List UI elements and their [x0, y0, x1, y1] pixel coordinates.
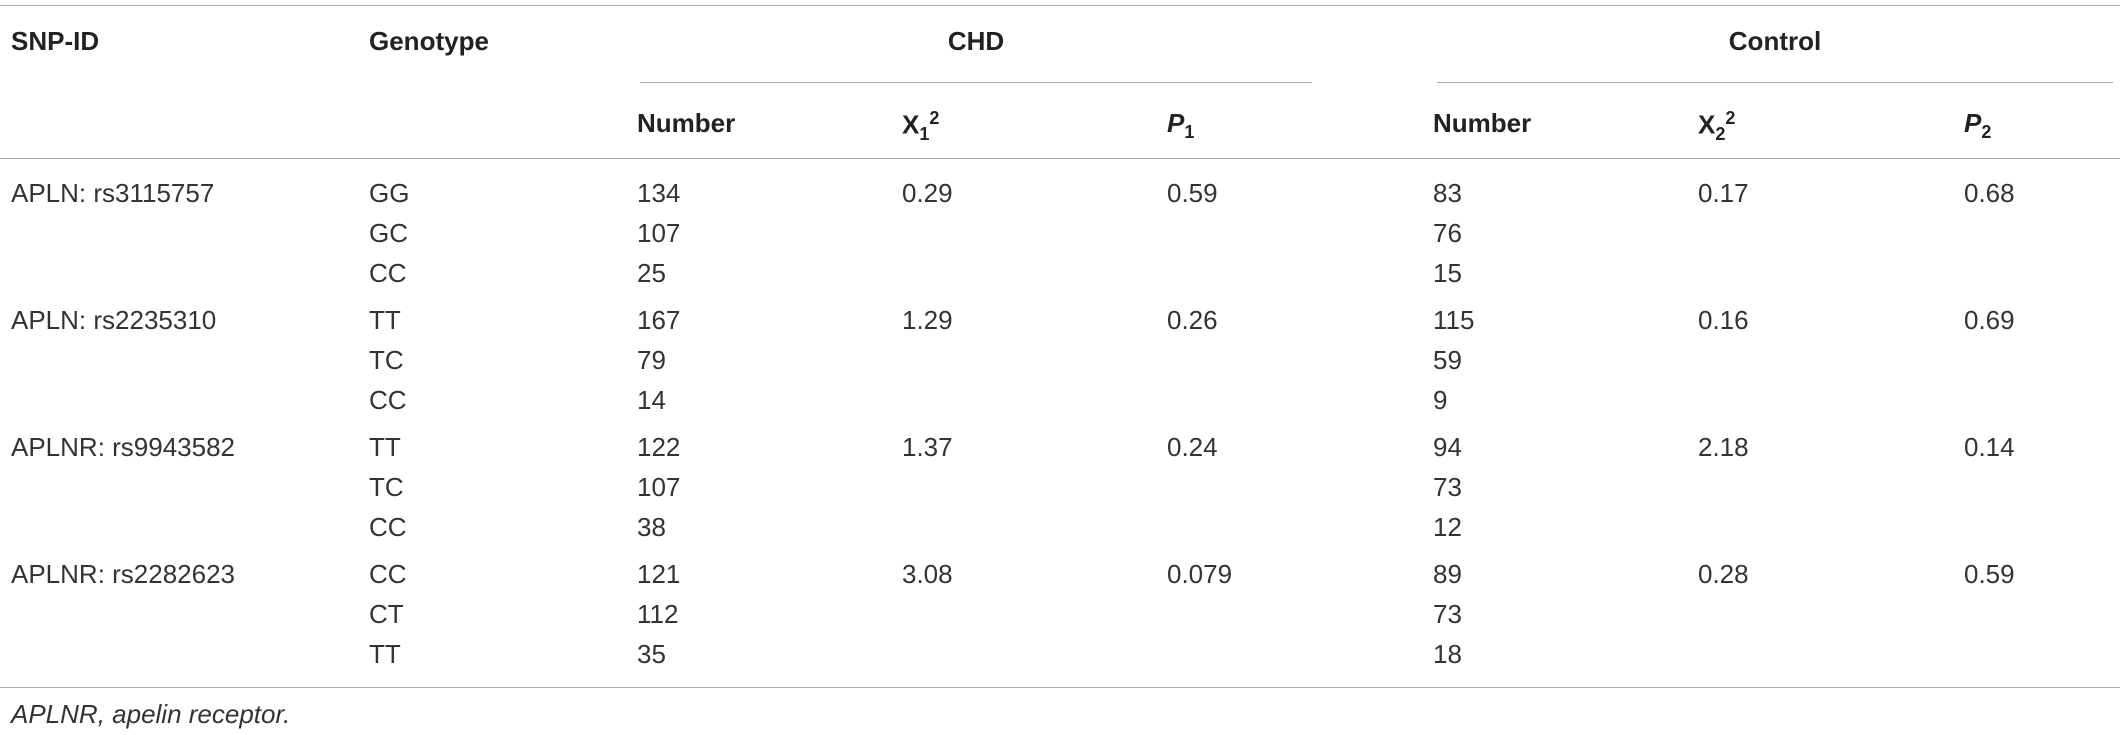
control-x2: 0.28	[1698, 559, 1749, 589]
control-p: 0.69	[1964, 305, 2015, 335]
control-x2: 0.16	[1698, 305, 1749, 335]
control-p: 0.68	[1964, 178, 2015, 208]
chd-number: 122	[637, 432, 681, 462]
control-x2: 2.18	[1698, 432, 1749, 462]
header-control-p-sub: 2	[1981, 122, 1992, 143]
header-chd-x2-sup: 2	[929, 108, 940, 128]
snp-id: APLN: rs3115757	[11, 178, 215, 208]
header-control-x2-sub: 2	[1715, 123, 1726, 144]
control-number: 59	[1433, 345, 1462, 375]
chd-number: 112	[637, 599, 679, 629]
genotype: CT	[369, 599, 404, 629]
footnote: APLNR, apelin receptor.	[11, 699, 291, 729]
header-chd-number: Number	[637, 108, 736, 138]
header-control-x2-sup: 2	[1725, 108, 1736, 128]
chd-number: 25	[637, 258, 666, 288]
control-number: 89	[1433, 559, 1462, 589]
chd-number: 107	[637, 218, 681, 248]
header-chd-p-base: P	[1167, 108, 1185, 138]
snp-id: APLNR: rs9943582	[11, 432, 236, 462]
control-number: 9	[1433, 385, 1448, 415]
header-rule	[0, 158, 2120, 159]
header-chd-x2: X12	[902, 103, 939, 149]
header-control: Control	[1728, 26, 1822, 56]
control-rule	[1437, 82, 2113, 83]
header-genotype: Genotype	[369, 26, 489, 56]
header-control-x2-base: X	[1698, 109, 1716, 140]
header-chd-p-sub: 1	[1184, 122, 1195, 143]
chd-number: 14	[637, 385, 666, 415]
chd-number: 38	[637, 512, 666, 542]
chd-number: 107	[637, 472, 681, 502]
genotype: CC	[369, 385, 407, 415]
header-control-x2: X22	[1698, 103, 1735, 149]
chd-number: 134	[637, 178, 681, 208]
genotype: CC	[369, 512, 407, 542]
genotype: TC	[369, 472, 404, 502]
control-number: 15	[1433, 258, 1462, 288]
control-x2: 0.17	[1698, 178, 1749, 208]
chd-x2: 0.29	[902, 178, 953, 208]
genotype: CC	[369, 258, 407, 288]
control-number: 94	[1433, 432, 1462, 462]
chd-x2: 3.08	[902, 559, 953, 589]
chd-number: 35	[637, 639, 666, 669]
header-chd: CHD	[947, 26, 1005, 56]
snp-id: APLNR: rs2282623	[11, 559, 236, 589]
chd-number: 167	[637, 305, 681, 335]
chd-p: 0.079	[1167, 559, 1233, 589]
control-number: 76	[1433, 218, 1462, 248]
chd-x2: 1.29	[902, 305, 953, 335]
chd-p: 0.24	[1167, 432, 1218, 462]
header-control-p: P2	[1964, 108, 1991, 147]
bottom-rule	[0, 687, 2120, 688]
top-rule	[0, 5, 2120, 6]
control-number: 18	[1433, 639, 1462, 669]
genotype: GG	[369, 178, 410, 208]
genotype: CC	[369, 559, 407, 589]
header-snp-id: SNP-ID	[11, 26, 100, 56]
chd-p: 0.26	[1167, 305, 1218, 335]
snp-id: APLN: rs2235310	[11, 305, 217, 335]
genotype: TT	[369, 305, 401, 335]
control-number: 73	[1433, 599, 1462, 629]
header-chd-x2-base: X	[902, 109, 920, 140]
control-p: 0.14	[1964, 432, 2015, 462]
chd-x2: 1.37	[902, 432, 953, 462]
chd-p: 0.59	[1167, 178, 1218, 208]
genotype: GC	[369, 218, 408, 248]
genotype: TT	[369, 639, 401, 669]
control-number: 115	[1433, 305, 1475, 335]
control-number: 73	[1433, 472, 1462, 502]
chd-number: 79	[637, 345, 666, 375]
control-number: 83	[1433, 178, 1462, 208]
header-chd-p: P1	[1167, 108, 1194, 147]
control-number: 12	[1433, 512, 1462, 542]
genotype: TT	[369, 432, 401, 462]
chd-number: 121	[637, 559, 681, 589]
header-chd-x2-sub: 1	[919, 123, 930, 144]
chd-rule	[640, 82, 1312, 83]
control-p: 0.59	[1964, 559, 2015, 589]
genotype: TC	[369, 345, 404, 375]
header-control-number: Number	[1433, 108, 1532, 138]
header-control-p-base: P	[1964, 108, 1982, 138]
